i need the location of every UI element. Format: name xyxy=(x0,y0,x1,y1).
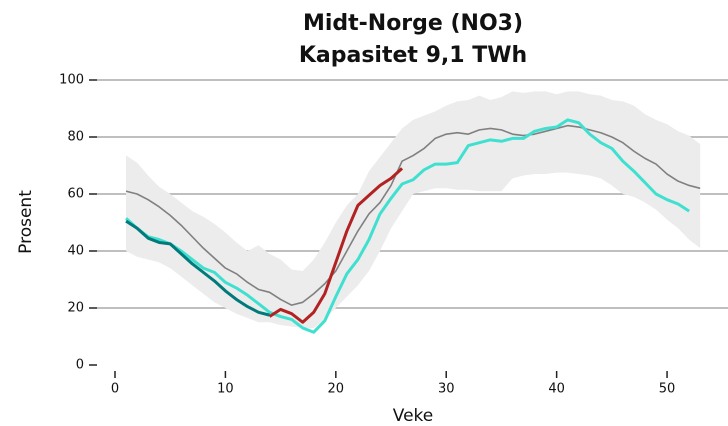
x-tick-label: 40 xyxy=(548,382,565,397)
chart-subtitle: Kapasitet 9,1 TWh xyxy=(299,43,527,68)
range-band xyxy=(126,91,701,328)
y-tick-label: 20 xyxy=(67,301,84,316)
x-tick-label: 20 xyxy=(328,382,345,397)
y-tick-label: 80 xyxy=(67,130,84,145)
y-tick-label: 0 xyxy=(76,358,84,373)
y-tick-label: 40 xyxy=(67,244,84,259)
x-tick-label: 50 xyxy=(659,382,676,397)
y-tick-label: 60 xyxy=(67,187,84,202)
line xyxy=(125,118,690,334)
chart-title: Midt-Norge (NO3) xyxy=(303,11,523,36)
x-axis-label: Veke xyxy=(393,406,433,426)
x-tick-label: 10 xyxy=(217,382,234,397)
line xyxy=(125,124,701,306)
line xyxy=(268,167,404,324)
x-tick-label: 0 xyxy=(111,382,119,397)
line xyxy=(125,219,270,317)
y-tick-label: 100 xyxy=(59,73,84,88)
x-tick-label: 30 xyxy=(438,382,455,397)
y-axis-label: Prosent xyxy=(16,190,36,254)
